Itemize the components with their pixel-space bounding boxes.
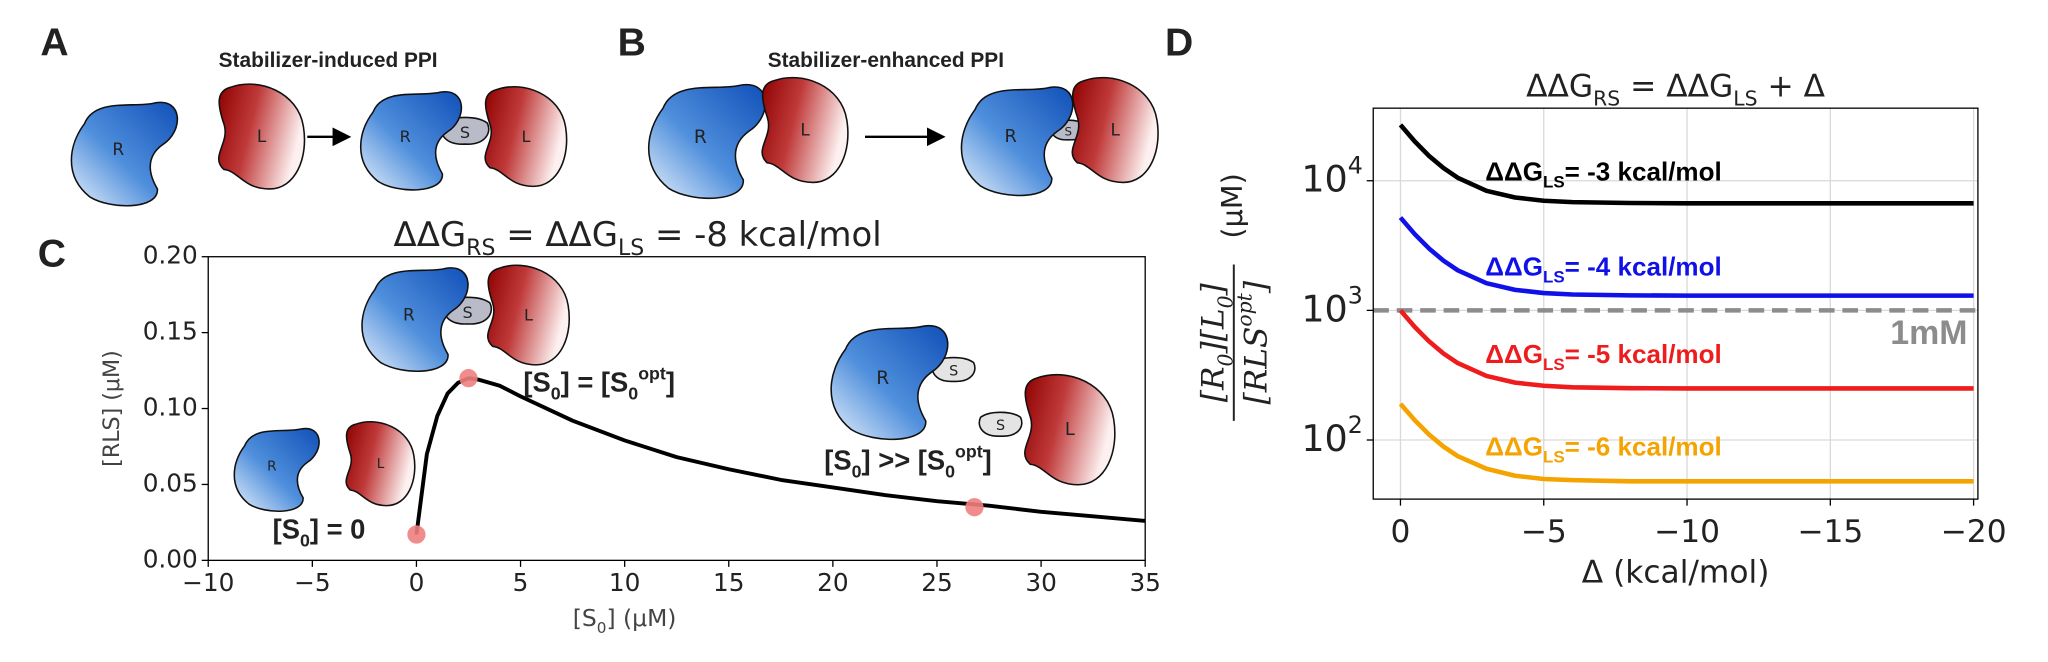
protein-label: R: [267, 459, 277, 475]
point-marker: [965, 498, 984, 517]
protein-label: S: [949, 363, 958, 379]
protein-label: S: [462, 302, 472, 321]
point-marker: [407, 525, 426, 544]
panel-label: C: [38, 233, 66, 276]
annotation: [S0] >> [S0opt]: [824, 441, 992, 481]
x-tick-label: −5: [1521, 514, 1567, 550]
series-line: [1398, 308, 1974, 391]
figure-content: A Stabilizer-induced PPI R L S R L B Stabilizer-…: [38, 22, 2007, 637]
protein-label: L: [1111, 119, 1121, 139]
x-tick-label: 0: [1391, 514, 1411, 550]
x-tick-label: 10: [609, 568, 641, 597]
protein-label: L: [257, 126, 267, 146]
x-tick-label: −5: [294, 568, 331, 597]
annotation: [S0] = 0: [273, 514, 366, 550]
x-tick-label: 15: [713, 568, 744, 597]
protein-label: R: [876, 367, 889, 388]
protein-r: [830, 324, 949, 441]
diagram-title: Stabilizer-induced PPI: [219, 49, 438, 72]
series-line: [1398, 216, 1974, 298]
x-axis-label: [S0] (μM): [573, 603, 677, 636]
x-tick-label: 30: [1025, 568, 1057, 597]
x-tick-label: −10: [1654, 514, 1720, 550]
y-tick-label: 0.00: [143, 544, 198, 573]
protein-label: S: [1065, 124, 1073, 138]
annotation: [S0] = [S0opt]: [523, 363, 675, 403]
series-label: ΔΔGLS= -4 kcal/mol: [1485, 251, 1721, 286]
panel-label: B: [618, 22, 646, 65]
protein-label: R: [112, 139, 124, 159]
y-axis-label: [R0][L0][RLSopt] (μM): [1195, 173, 1274, 421]
y-tick-label: 0.10: [143, 393, 198, 422]
y-tick-label: 102: [1301, 411, 1363, 460]
x-tick-label: 20: [817, 568, 849, 597]
series-label: ΔΔGLS= -3 kcal/mol: [1485, 156, 1721, 191]
protein-r: [960, 86, 1074, 197]
protein-label: L: [1065, 419, 1075, 440]
chart-title: ΔΔGRS = ΔΔGLS = -8 kcal/mol: [394, 214, 882, 260]
x-tick-label: −10: [182, 568, 234, 597]
protein-label: L: [521, 126, 530, 145]
protein-r: [70, 101, 179, 207]
y-axis-label: [RLS] (μM): [98, 350, 124, 467]
protein-label: L: [524, 305, 533, 324]
plot-frame: [207, 256, 1146, 562]
protein-label: R: [403, 304, 415, 324]
x-tick-label: 25: [921, 568, 952, 597]
protein-r: [359, 90, 463, 191]
protein-label: S: [460, 122, 470, 141]
series-line: [1398, 123, 1974, 206]
y-tick-label: 0.15: [143, 317, 198, 346]
protein-label: R: [400, 126, 411, 145]
y-label-numerator: [R0][L0]: [1195, 282, 1237, 402]
reference-label: 1mM: [1890, 314, 1967, 352]
series-line: [1398, 402, 1974, 484]
x-tick-label: −20: [1941, 514, 2007, 550]
series-label: ΔΔGLS= -5 kcal/mol: [1485, 339, 1721, 374]
protein-label: R: [1005, 126, 1017, 147]
diagram-title: Stabilizer-enhanced PPI: [768, 49, 1004, 72]
chart-title: ΔΔGRS = ΔΔGLS + Δ: [1526, 68, 1825, 110]
protein-r: [647, 83, 767, 200]
protein-r: [233, 427, 320, 513]
x-axis-label: Δ (kcal/mol): [1582, 554, 1770, 590]
x-tick-label: −15: [1797, 514, 1863, 550]
y-label-unit: (μM): [1215, 173, 1249, 238]
x-tick-label: 5: [513, 568, 529, 597]
y-label-denominator: [RLSopt]: [1232, 280, 1274, 404]
protein-label: L: [800, 119, 810, 139]
y-tick-label: 0.05: [143, 468, 198, 497]
panel-label: A: [40, 22, 68, 65]
point-marker: [459, 369, 478, 388]
x-tick-label: 35: [1129, 568, 1161, 597]
series-label: ΔΔGLS= -6 kcal/mol: [1485, 431, 1721, 466]
plot-frame: [1372, 107, 1979, 500]
y-tick-label: 103: [1301, 281, 1363, 330]
x-tick-label: 0: [409, 568, 425, 597]
protein-label: S: [996, 418, 1005, 434]
panel-label: D: [1165, 22, 1193, 65]
y-tick-label: 0.20: [143, 241, 198, 270]
protein-label: L: [377, 456, 385, 472]
protein-label: R: [694, 126, 707, 147]
y-tick-label: 104: [1301, 151, 1363, 200]
